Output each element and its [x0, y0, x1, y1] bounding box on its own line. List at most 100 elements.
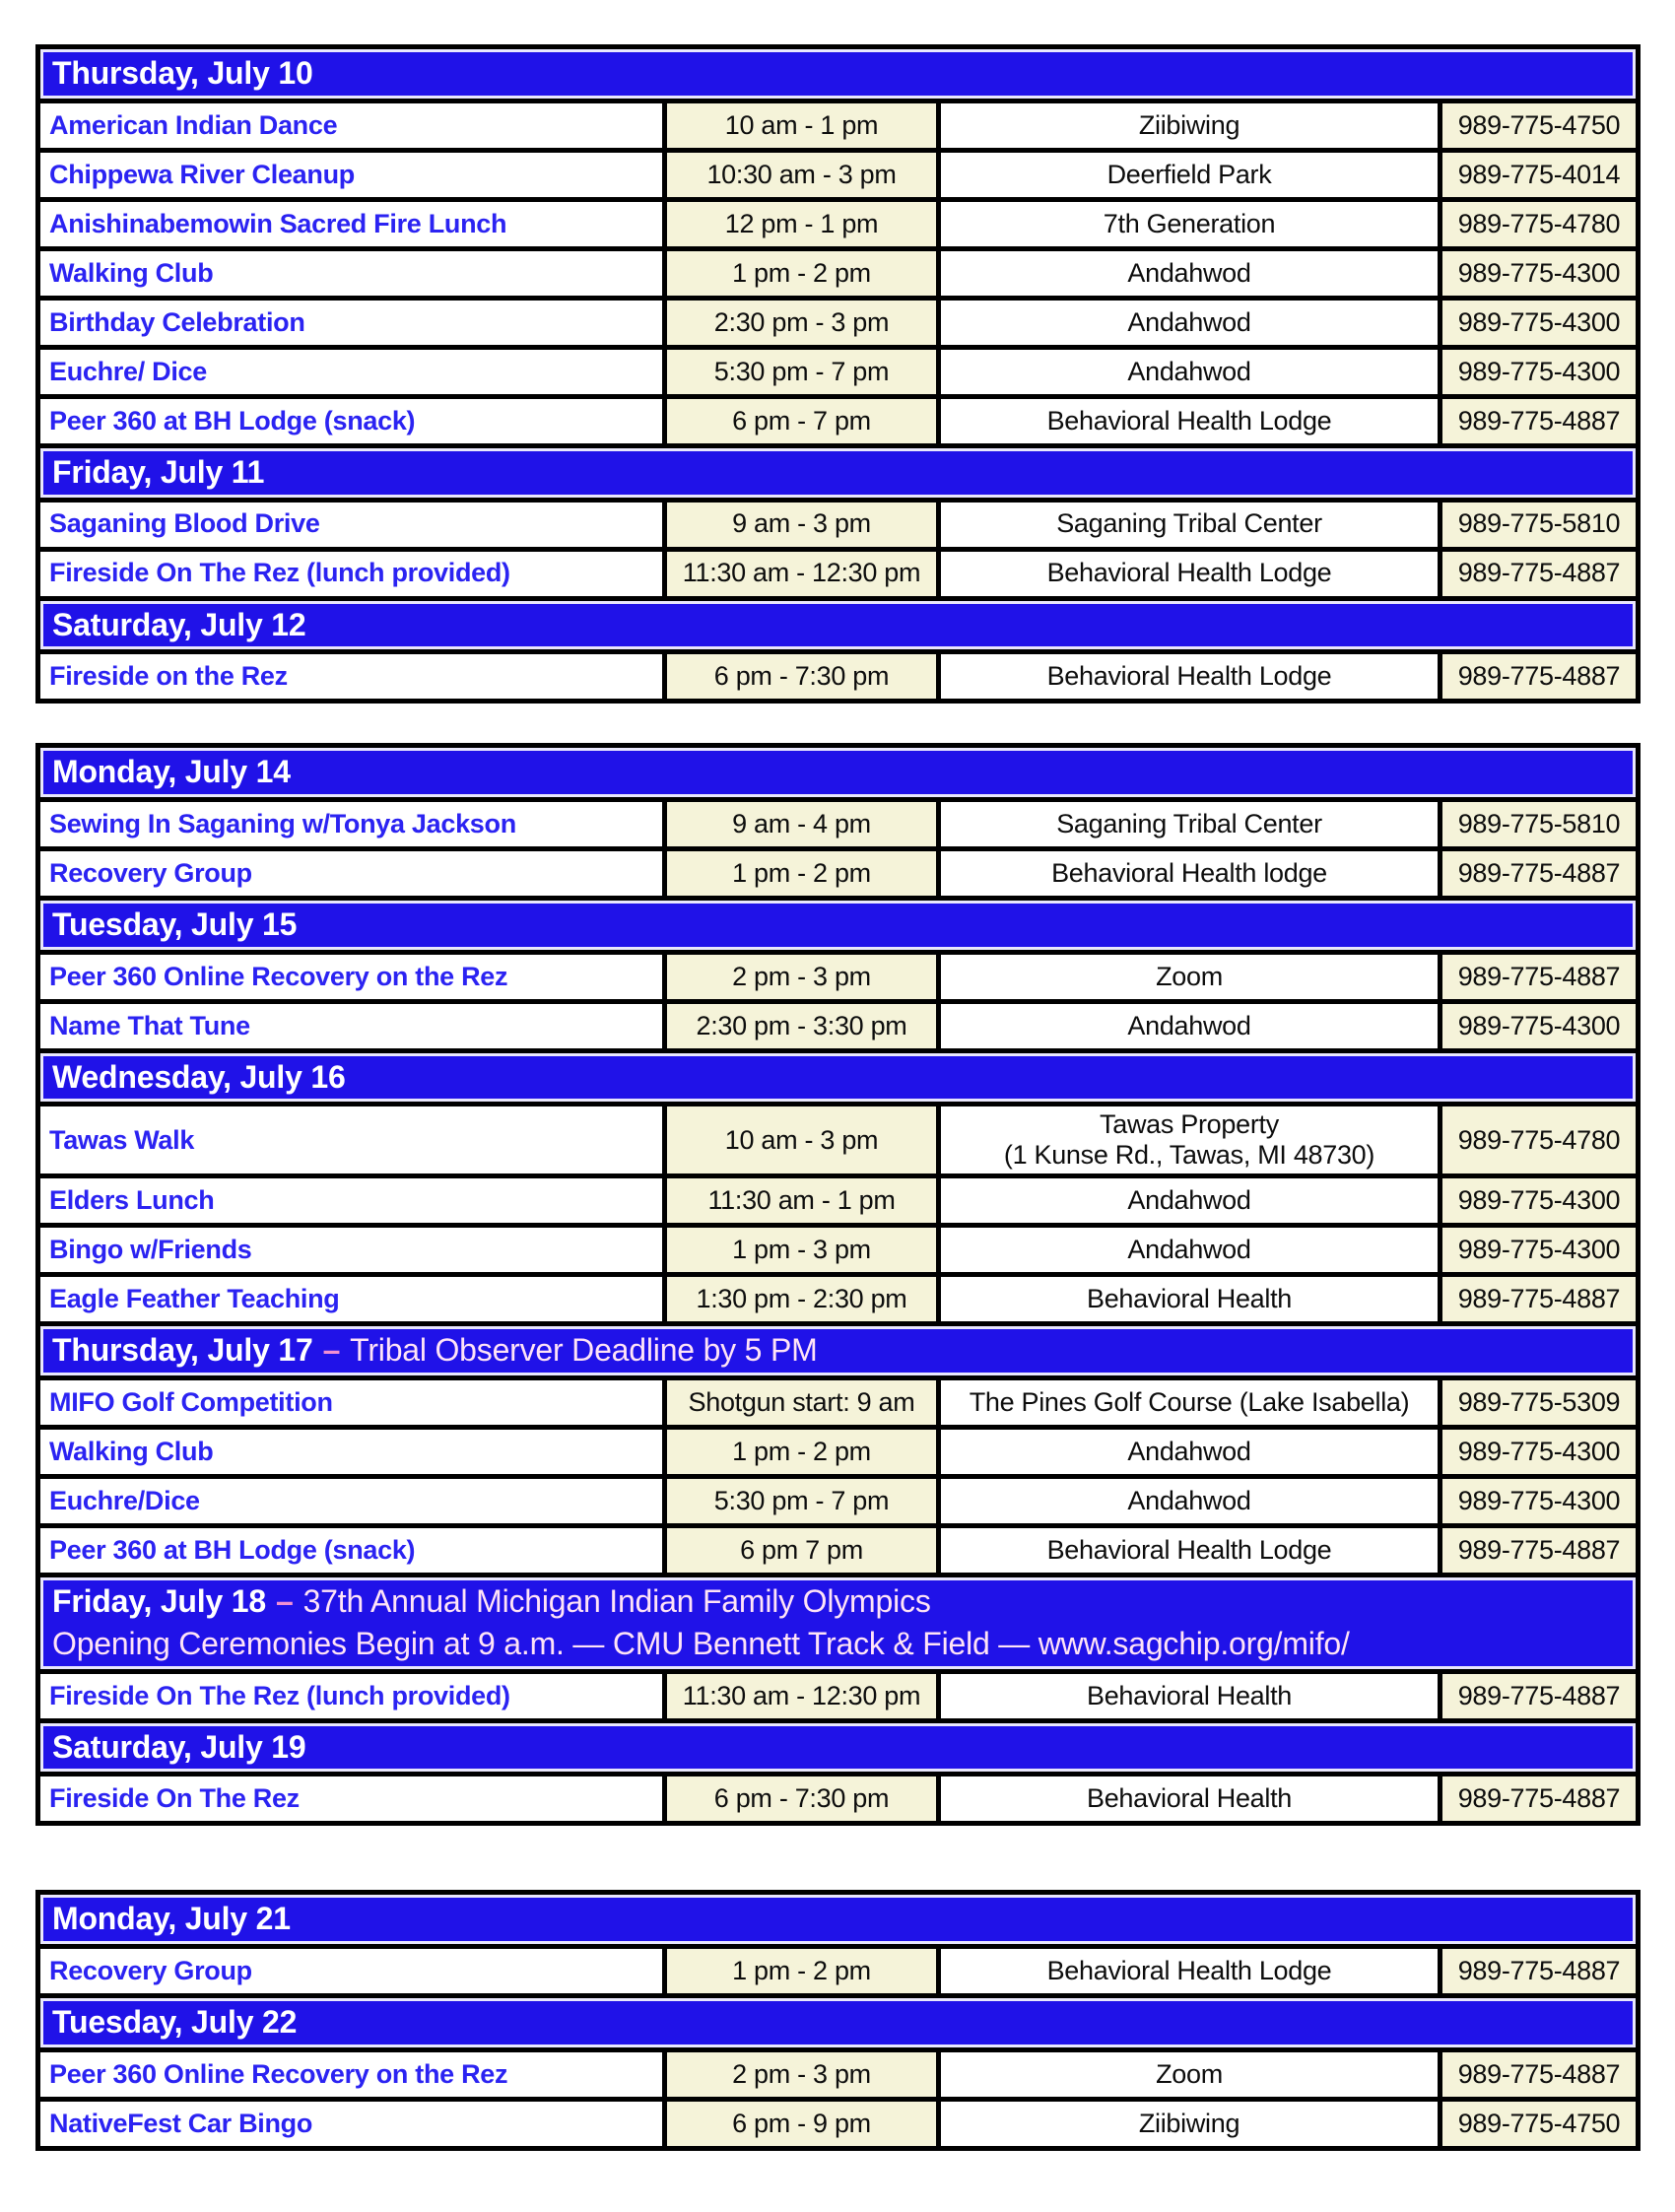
event-time: 10 am - 1 pm [724, 109, 879, 140]
event-location-cell: Behavioral Health lodge [936, 851, 1438, 897]
day-header-line: Saturday, July 19 [52, 1726, 1636, 1770]
event-row: Bingo w/Friends 1 pm - 3 pm Andahwod 989-77… [40, 1223, 1636, 1273]
event-phone: 989-775-4300 [1457, 1436, 1621, 1466]
event-location-cell: Behavioral Health Lodge [936, 551, 1438, 596]
event-location: 7th Generation [1103, 208, 1276, 238]
event-name: Euchre/ Dice [49, 356, 207, 386]
event-time: 1 pm - 2 pm [732, 1956, 871, 1986]
event-location-cell: Zoom [936, 2051, 1438, 2097]
event-location-cell: Ziibiwing [936, 2101, 1438, 2146]
event-row: Sewing In Saganing w/Tonya Jackson 9 am -… [40, 797, 1636, 847]
event-location-cell: Behavioral Health Lodge [936, 654, 1438, 700]
event-location: Deerfield Park [1106, 159, 1272, 189]
schedule-block-1: Thursday, July 10 American Indian Dance 10… [35, 44, 1641, 704]
event-name: Name That Tune [49, 1010, 250, 1040]
event-time: 2 pm - 3 pm [732, 961, 871, 991]
event-phone: 989-775-4887 [1457, 1956, 1621, 1986]
day-title: Thursday, July 17 [52, 1332, 313, 1369]
event-name-cell: Peer 360 at BH Lodge (snack) [40, 1528, 662, 1573]
event-location-cell: Tawas Property (1 Kunse Rd., Tawas, MI 4… [936, 1106, 1438, 1174]
event-name: Peer 360 Online Recovery on the Rez [49, 961, 508, 991]
event-time-cell: 2 pm - 3 pm [662, 954, 936, 999]
day-header-row: Monday, July 21 [40, 1895, 1636, 1945]
event-name-cell: Sewing In Saganing w/Tonya Jackson [40, 802, 662, 846]
event-row: Recovery Group 1 pm - 2 pm Behavioral Heal… [40, 1944, 1636, 1994]
day-title: Thursday, July 10 [52, 55, 313, 92]
event-name-cell: Anishinabemowin Sacred Fire Lunch [40, 202, 662, 246]
event-name: Chippewa River Cleanup [49, 159, 355, 189]
dash-separator: – [275, 1582, 294, 1619]
calendar: Thursday, July 10 American Indian Dance 10… [0, 44, 1675, 2151]
event-time: 5:30 pm - 7 pm [713, 356, 890, 386]
day-subtitle: 37th Annual Michigan Indian Family Olymp… [302, 1582, 931, 1619]
event-time: 9 am - 3 pm [732, 508, 871, 539]
event-time: Shotgun start: 9 am [688, 1386, 915, 1417]
event-location-cell: Ziibiwing [936, 103, 1438, 148]
event-phone: 989-775-4887 [1457, 1680, 1621, 1710]
event-time: 6 pm 7 pm [740, 1534, 863, 1565]
event-time-cell: 1 pm - 2 pm [662, 851, 936, 897]
event-phone: 989-775-4887 [1457, 558, 1621, 588]
event-phone-cell: 989-775-4887 [1438, 1673, 1636, 1718]
event-location: Saganing Tribal Center [1056, 809, 1322, 838]
event-row: Fireside On The Rez 6 pm - 7:30 pm Behavio… [40, 1772, 1636, 1822]
event-location-cell: Saganing Tribal Center [936, 502, 1438, 547]
event-time: 11:30 am - 12:30 pm [682, 558, 921, 588]
event-time: 12 pm - 1 pm [724, 208, 879, 238]
event-time-cell: 1 pm - 2 pm [662, 251, 936, 296]
event-location: Behavioral Health [1086, 1783, 1293, 1814]
event-name: Eagle Feather Teaching [49, 1284, 340, 1314]
event-name: Fireside on the Rez [49, 661, 288, 691]
event-row: Walking Club 1 pm - 2 pm Andahwod 989-775-4… [40, 246, 1636, 296]
event-name: NativeFest Car Bingo [49, 2108, 313, 2138]
event-phone: 989-775-4300 [1457, 306, 1621, 337]
event-phone-cell: 989-775-4300 [1438, 301, 1636, 345]
event-time: 1 pm - 2 pm [732, 1436, 871, 1466]
event-name-cell: Name That Tune [40, 1004, 662, 1048]
event-location: Andahwod [1127, 257, 1251, 288]
event-row: Fireside on the Rez 6 pm - 7:30 pm Behavio… [40, 649, 1636, 700]
event-location: Andahwod [1127, 1010, 1251, 1040]
event-location-cell: Saganing Tribal Center [936, 802, 1438, 847]
event-phone: 989-775-4300 [1457, 356, 1621, 386]
event-name-cell: American Indian Dance [40, 103, 662, 148]
event-location-cell: Andahwod [936, 1429, 1438, 1474]
event-time-cell: 10 am - 3 pm [662, 1106, 936, 1174]
event-time-cell: 11:30 am - 12:30 pm [662, 551, 936, 596]
event-location-cell: Deerfield Park [936, 153, 1438, 197]
event-location: Zoom [1156, 2058, 1223, 2089]
event-time-cell: 9 am - 3 pm [662, 502, 936, 547]
event-location-cell: Andahwod [936, 251, 1438, 296]
day-header-row: Friday, July 11 [40, 443, 1636, 498]
event-name: Sewing In Saganing w/Tonya Jackson [49, 809, 516, 838]
event-row: Fireside On The Rez (lunch provided) 11:3… [40, 1668, 1636, 1718]
schedule-block-2: Monday, July 14 Sewing In Saganing w/Tony… [35, 743, 1641, 1827]
event-phone: 989-775-4780 [1457, 208, 1621, 238]
event-location: Zoom [1156, 961, 1223, 991]
event-phone: 989-775-4887 [1457, 858, 1621, 888]
event-phone: 989-775-4750 [1457, 109, 1621, 140]
event-location: Andahwod [1127, 1485, 1251, 1515]
event-location-cell: Andahwod [936, 1228, 1438, 1273]
event-phone-cell: 989-775-4300 [1438, 1228, 1636, 1273]
event-phone: 989-775-5810 [1457, 809, 1621, 838]
event-location-cell: The Pines Golf Course (Lake Isabella) [936, 1379, 1438, 1425]
day-subtitle: Tribal Observer Deadline by 5 PM [350, 1332, 818, 1369]
event-location-cell: Behavioral Health Lodge [936, 1527, 1438, 1573]
event-row: Peer 360 Online Recovery on the Rez 2 pm … [40, 949, 1636, 999]
day-header-row: Friday, July 18–37th Annual Michigan Ind… [40, 1572, 1636, 1669]
event-name: Peer 360 at BH Lodge (snack) [49, 1534, 416, 1565]
event-name: Anishinabemowin Sacred Fire Lunch [49, 208, 507, 238]
day-header-line: Thursday, July 17– Tribal Observer Deadli… [52, 1329, 1636, 1373]
event-phone-cell: 989-775-4887 [1438, 654, 1636, 700]
day-header-row: Thursday, July 17– Tribal Observer Deadli… [40, 1321, 1636, 1375]
event-name-cell: Euchre/ Dice [40, 350, 662, 394]
day-header-row: Tuesday, July 22 [40, 1993, 1636, 2047]
event-phone: 989-775-4887 [1457, 661, 1621, 691]
event-phone: 989-775-4300 [1457, 1485, 1621, 1515]
event-name-cell: Saganing Blood Drive [40, 503, 662, 547]
event-location: Behavioral Health [1086, 1680, 1293, 1710]
event-phone: 989-775-4750 [1457, 2108, 1621, 2138]
event-row: Chippewa River Cleanup 10:30 am - 3 pm Dee… [40, 148, 1636, 197]
event-phone-cell: 989-775-4300 [1438, 1003, 1636, 1048]
